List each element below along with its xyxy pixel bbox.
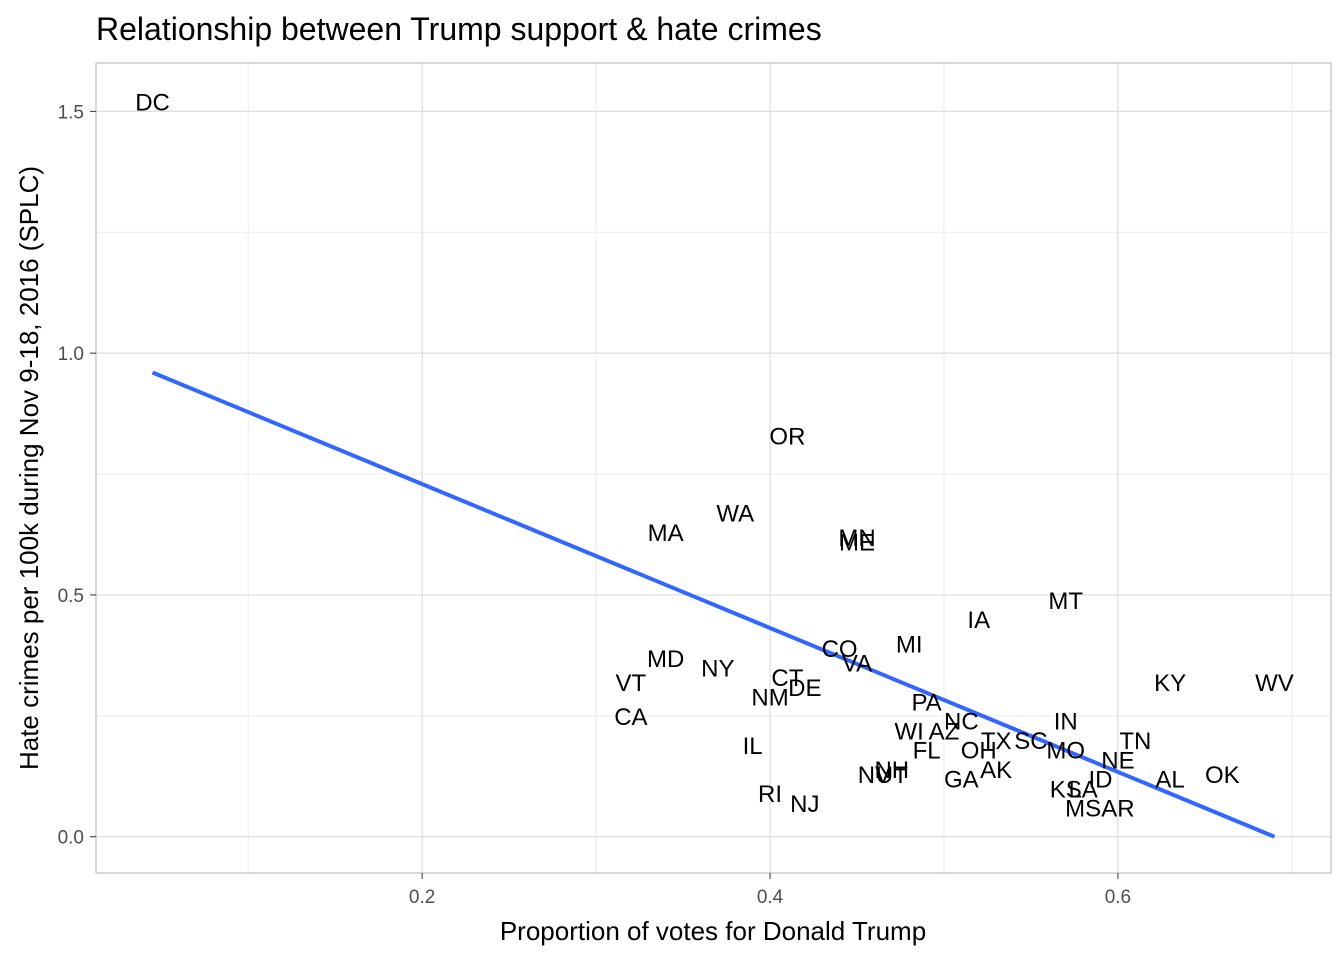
point-label-wa: WA xyxy=(716,501,754,528)
point-label-tx: TX xyxy=(981,728,1012,755)
y-tick-label: 0.5 xyxy=(58,586,84,607)
major-gridlines xyxy=(96,63,1331,873)
point-label-co: CO xyxy=(822,636,858,663)
point-label-ga: GA xyxy=(944,767,979,794)
y-axis-title: Hate crimes per 100k during Nov 9-18, 20… xyxy=(14,166,44,770)
point-label-tn: TN xyxy=(1119,728,1151,755)
x-axis-ticks: 0.2 0.4 0.6 xyxy=(409,873,1131,908)
y-tick-label: 0.0 xyxy=(58,828,84,849)
point-label-wv: WV xyxy=(1255,670,1294,697)
x-axis-title: Proportion of votes for Donald Trump xyxy=(500,916,926,946)
point-label-pa: PA xyxy=(911,689,941,716)
point-label-md: MD xyxy=(647,646,684,673)
point-label-vt: VT xyxy=(616,670,647,697)
point-label-ar: AR xyxy=(1101,796,1134,823)
x-tick-label: 0.6 xyxy=(1105,887,1131,908)
point-label-ok: OK xyxy=(1205,762,1240,789)
point-label-ny: NY xyxy=(701,655,734,682)
point-label-la: LA xyxy=(1068,776,1097,803)
y-tick-label: 1.0 xyxy=(58,344,84,365)
plot-panel-border xyxy=(95,62,1332,874)
point-label-wi: WI xyxy=(895,718,924,745)
point-label-mi: MI xyxy=(896,631,923,658)
point-label-nh: NH xyxy=(874,757,909,784)
point-label-dc: DC xyxy=(135,90,170,117)
point-label-mo: MO xyxy=(1046,738,1085,765)
point-label-ak: AK xyxy=(980,757,1012,784)
point-label-ca: CA xyxy=(614,704,647,731)
point-label-mn: MN xyxy=(838,525,875,552)
point-label-in: IN xyxy=(1054,709,1078,736)
point-label-ne: NE xyxy=(1101,747,1134,774)
point-label-mt: MT xyxy=(1048,588,1083,615)
point-label-ri: RI xyxy=(758,781,782,808)
y-axis-ticks: 0.0 0.5 1.0 1.5 xyxy=(58,102,96,849)
point-label-or: OR xyxy=(769,423,805,450)
point-label-fl: FL xyxy=(913,738,941,765)
point-label-nj: NJ xyxy=(790,791,819,818)
point-label-al: AL xyxy=(1155,767,1184,794)
point-label-ct: CT xyxy=(771,665,803,692)
point-label-ia: IA xyxy=(967,607,990,634)
point-label-nv: NV xyxy=(858,762,891,789)
x-tick-label: 0.2 xyxy=(409,887,435,908)
point-label-sc: SC xyxy=(1014,728,1047,755)
trend-line xyxy=(151,370,1276,839)
point-label-oh: OH xyxy=(961,738,997,765)
point-label-me: ME xyxy=(839,530,875,557)
point-label-nm: NM xyxy=(751,684,788,711)
point-label-va: VA xyxy=(842,651,872,678)
point-label-id: ID xyxy=(1089,767,1113,794)
point-label-ms: MS xyxy=(1065,796,1101,823)
chart-title: Relationship between Trump support & hat… xyxy=(96,11,822,47)
point-label-ky: KY xyxy=(1154,670,1186,697)
point-label-de: DE xyxy=(788,675,821,702)
point-label-ma: MA xyxy=(648,520,684,547)
x-tick-label: 0.4 xyxy=(757,887,784,908)
point-label-az: AZ xyxy=(929,718,960,745)
point-label-ut: UT xyxy=(876,762,908,789)
minor-gridlines xyxy=(96,63,1331,873)
point-label-ks: KS xyxy=(1050,776,1082,803)
y-tick-label: 1.5 xyxy=(58,102,84,123)
point-label-il: IL xyxy=(743,733,763,760)
point-label-nc: NC xyxy=(944,709,979,736)
